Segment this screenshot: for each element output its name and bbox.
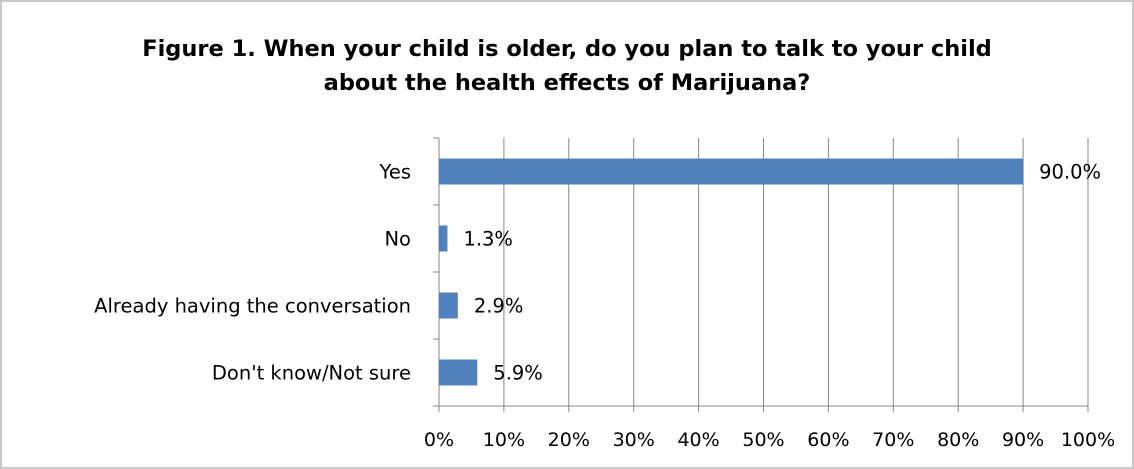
- category-label: Don't know/Not sure: [212, 362, 411, 385]
- x-tick-label: 100%: [1061, 429, 1115, 451]
- x-tick-label: 40%: [677, 429, 719, 451]
- data-label: 90.0%: [1039, 161, 1101, 184]
- category-label: No: [384, 228, 411, 251]
- x-tick-label: 20%: [548, 429, 590, 451]
- x-tick-label: 60%: [807, 429, 849, 451]
- data-label: 1.3%: [463, 228, 513, 251]
- x-tick-label: 50%: [742, 429, 784, 451]
- category-label: Yes: [379, 161, 411, 184]
- bar: [439, 226, 447, 252]
- x-tick-label: 70%: [872, 429, 914, 451]
- x-tick-label: 0%: [424, 429, 454, 451]
- category-label: Already having the conversation: [94, 295, 411, 318]
- data-label: 5.9%: [493, 362, 543, 385]
- bars: [439, 159, 1023, 386]
- x-tick-label: 10%: [483, 429, 525, 451]
- labels: 0% 10% 20% 30% 40% 50% 60% 70% 80% 90% 100% Yes 90.0…: [94, 161, 1115, 452]
- bar: [439, 293, 458, 319]
- x-tick-label: 80%: [937, 429, 979, 451]
- x-tick-label: 30%: [613, 429, 655, 451]
- bar: [439, 159, 1023, 185]
- bar: [439, 360, 477, 386]
- x-tick-label: 90%: [1002, 429, 1044, 451]
- data-label: 2.9%: [474, 295, 524, 318]
